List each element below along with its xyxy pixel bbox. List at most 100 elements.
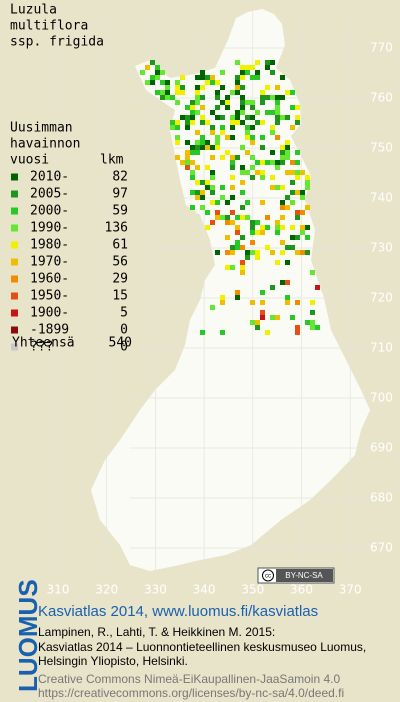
observation-square: [235, 120, 240, 125]
y-grid-label: 760: [370, 91, 393, 105]
y-grid-label: 700: [370, 391, 393, 405]
observation-square: [250, 125, 255, 130]
observation-square: [170, 95, 175, 100]
observation-square: [245, 115, 250, 120]
observation-square: [235, 80, 240, 85]
observation-square: [265, 245, 270, 250]
observation-square: [220, 155, 225, 160]
legend-swatch: [11, 343, 18, 351]
observation-square: [270, 95, 275, 100]
observation-square: [185, 105, 190, 110]
observation-square: [190, 190, 195, 195]
observation-square: [260, 135, 265, 140]
observation-square: [225, 100, 230, 105]
observation-square: [240, 170, 245, 175]
observation-square: [175, 140, 180, 145]
y-grid-label: 740: [370, 191, 393, 205]
observation-square: [155, 65, 160, 70]
observation-square: [215, 215, 220, 220]
observation-square: [205, 75, 210, 80]
observation-square: [250, 230, 255, 235]
observation-square: [265, 330, 270, 335]
observation-square: [220, 215, 225, 220]
observation-square: [235, 295, 240, 300]
legend-swatch: [11, 224, 18, 232]
observation-square: [260, 300, 265, 305]
observation-square: [205, 225, 210, 230]
observation-square: [230, 250, 235, 255]
observation-square: [270, 60, 275, 65]
observation-square: [305, 185, 310, 190]
y-grid-label: 720: [370, 291, 393, 305]
observation-square: [225, 150, 230, 155]
observation-square: [285, 300, 290, 305]
legend-swatch: [11, 326, 18, 334]
observation-square: [145, 80, 150, 85]
observation-square: [305, 235, 310, 240]
observation-square: [185, 115, 190, 120]
observation-square: [175, 155, 180, 160]
observation-square: [260, 95, 265, 100]
observation-square: [270, 150, 275, 155]
observation-square: [315, 325, 320, 330]
observation-square: [220, 185, 225, 190]
observation-square: [265, 225, 270, 230]
observation-square: [235, 290, 240, 295]
observation-square: [230, 90, 235, 95]
observation-square: [295, 215, 300, 220]
observation-square: [160, 95, 165, 100]
observation-square: [210, 75, 215, 80]
observation-square: [190, 145, 195, 150]
observation-square: [190, 170, 195, 175]
observation-square: [250, 140, 255, 145]
license-line: Creative Commons Nimeä-EiKaupallinen-Jaa…: [38, 672, 340, 686]
observation-square: [265, 215, 270, 220]
observation-square: [270, 110, 275, 115]
observation-square: [280, 200, 285, 205]
observation-square: [220, 295, 225, 300]
observation-square: [185, 150, 190, 155]
observation-square: [225, 200, 230, 205]
observation-square: [250, 65, 255, 70]
observation-square: [250, 165, 255, 170]
observation-square: [280, 215, 285, 220]
observation-square: [280, 145, 285, 150]
observation-square: [240, 75, 245, 80]
citation-line: Helsingin Yliopisto, Helsinki.: [38, 654, 188, 668]
observation-square: [200, 115, 205, 120]
observation-square: [240, 85, 245, 90]
observation-square: [215, 250, 220, 255]
observation-square: [200, 140, 205, 145]
observation-square: [260, 290, 265, 295]
legend-header: Uusimman: [10, 121, 73, 136]
observation-square: [255, 75, 260, 80]
observation-square: [200, 120, 205, 125]
observation-square: [220, 130, 225, 135]
observation-square: [240, 145, 245, 150]
observation-square: [235, 215, 240, 220]
legend-label: 1900-: [30, 306, 69, 321]
observation-square: [240, 100, 245, 105]
observation-square: [280, 150, 285, 155]
observation-square: [220, 85, 225, 90]
observation-square: [210, 110, 215, 115]
observation-square: [165, 90, 170, 95]
observation-square: [235, 115, 240, 120]
observation-square: [270, 175, 275, 180]
observation-square: [300, 210, 305, 215]
legend-count: 82: [112, 170, 128, 185]
observation-square: [260, 170, 265, 175]
observation-square: [275, 135, 280, 140]
observation-square: [195, 195, 200, 200]
observation-square: [195, 90, 200, 95]
observation-square: [310, 325, 315, 330]
observation-square: [195, 100, 200, 105]
observation-square: [240, 180, 245, 185]
observation-square: [185, 125, 190, 130]
legend-label: 2010-: [30, 170, 69, 185]
observation-square: [230, 220, 235, 225]
observation-square: [290, 180, 295, 185]
observation-square: [245, 150, 250, 155]
observation-square: [230, 210, 235, 215]
observation-square: [305, 320, 310, 325]
